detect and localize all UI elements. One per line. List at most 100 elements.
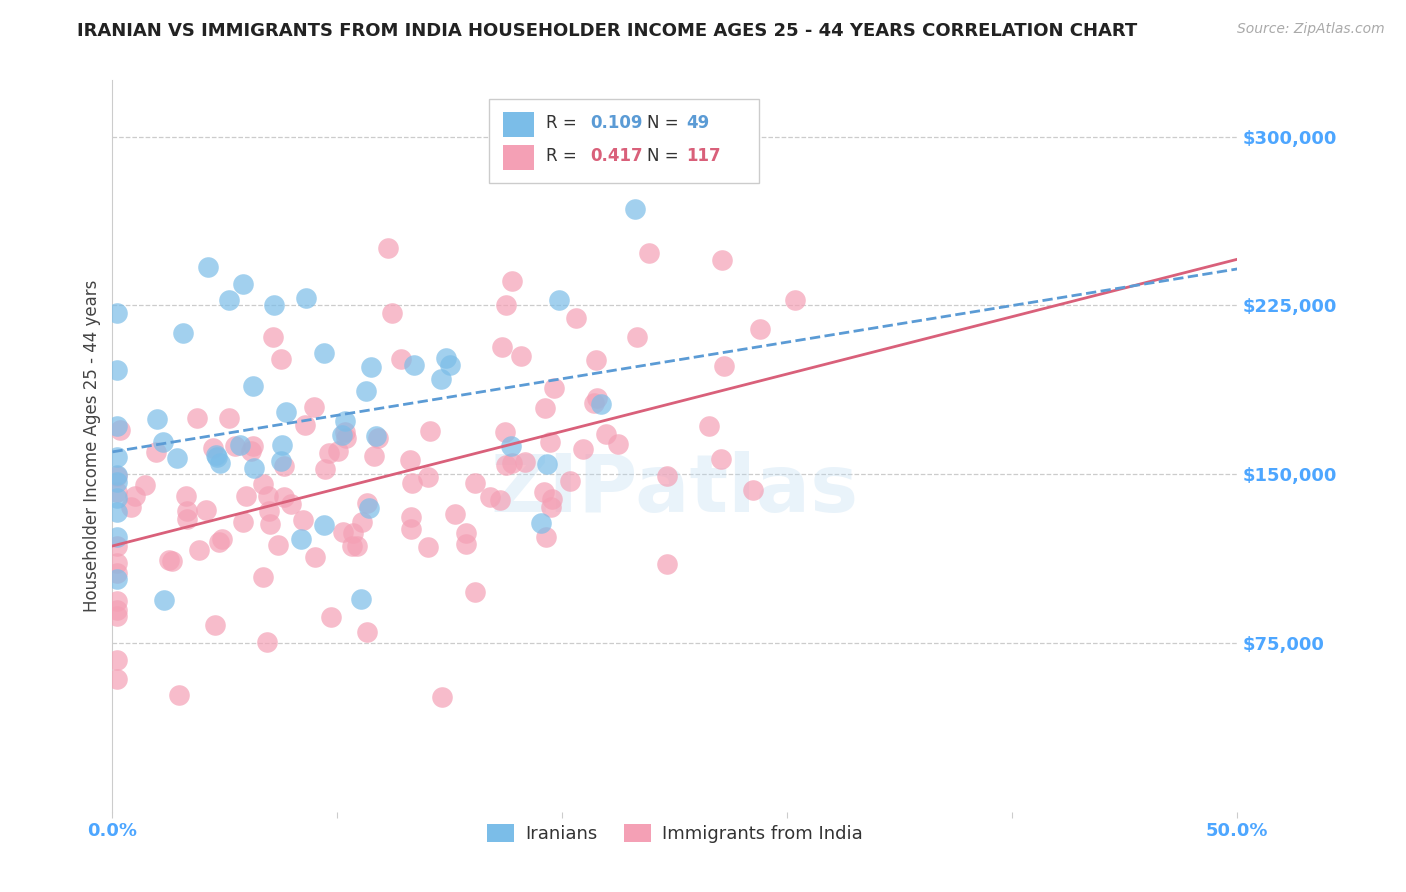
Point xyxy=(548,293,571,308)
Point xyxy=(105,505,128,519)
Text: Source: ZipAtlas.com: Source: ZipAtlas.com xyxy=(1237,22,1385,37)
Point xyxy=(204,448,226,462)
Point xyxy=(785,293,807,307)
Point xyxy=(381,305,404,319)
Point xyxy=(439,358,461,372)
Point xyxy=(153,593,176,607)
Point xyxy=(105,603,128,617)
Point xyxy=(186,411,208,425)
Point xyxy=(710,452,733,467)
Point xyxy=(443,507,465,521)
Point xyxy=(534,530,557,544)
Point xyxy=(270,352,292,367)
Point xyxy=(377,241,399,255)
Point xyxy=(105,450,128,465)
Y-axis label: Householder Income Ages 25 - 44 years: Householder Income Ages 25 - 44 years xyxy=(83,280,101,612)
Point xyxy=(105,491,128,506)
Point xyxy=(357,500,380,515)
Point xyxy=(464,476,486,491)
Point xyxy=(224,439,246,453)
Point xyxy=(585,353,607,368)
Point xyxy=(134,478,156,492)
Bar xyxy=(503,145,534,170)
Point xyxy=(105,363,128,377)
Point xyxy=(304,400,326,414)
Point xyxy=(208,535,231,549)
Point xyxy=(335,413,357,427)
Text: 0.417: 0.417 xyxy=(591,147,643,165)
Point xyxy=(495,298,517,312)
Point xyxy=(399,522,422,536)
Point xyxy=(290,533,312,547)
Point xyxy=(259,517,281,532)
Point xyxy=(318,446,340,460)
Point xyxy=(332,524,354,539)
Text: R =: R = xyxy=(546,147,582,165)
Point xyxy=(273,491,295,505)
Point xyxy=(105,484,128,499)
Point xyxy=(270,438,292,452)
Point xyxy=(314,461,336,475)
Point xyxy=(312,346,335,360)
Point xyxy=(273,458,295,473)
Point xyxy=(534,401,557,415)
Point xyxy=(540,500,562,515)
Point xyxy=(105,306,128,320)
Point xyxy=(294,417,316,432)
Point xyxy=(105,566,128,581)
Point xyxy=(239,443,262,458)
Point xyxy=(342,525,364,540)
Point xyxy=(655,557,678,571)
Point xyxy=(146,411,169,425)
Point xyxy=(399,509,422,524)
Point xyxy=(402,359,425,373)
Point xyxy=(105,653,128,667)
Point xyxy=(699,418,721,433)
Point xyxy=(242,379,264,393)
Text: 0.109: 0.109 xyxy=(591,113,643,132)
Point xyxy=(105,672,128,686)
Point xyxy=(291,513,314,527)
Point xyxy=(456,537,478,551)
Point xyxy=(160,554,183,568)
Point xyxy=(204,617,226,632)
Point xyxy=(333,425,356,439)
Point xyxy=(389,352,412,367)
Point xyxy=(401,476,423,491)
Point xyxy=(501,439,523,453)
Point xyxy=(166,450,188,465)
Point xyxy=(105,468,128,483)
Point xyxy=(533,484,555,499)
Point xyxy=(583,396,606,410)
Point xyxy=(454,526,477,541)
Point xyxy=(105,529,128,543)
Point xyxy=(340,540,363,554)
Point xyxy=(749,322,772,336)
Point xyxy=(105,572,128,586)
Bar xyxy=(503,112,534,136)
Point xyxy=(479,490,502,504)
Point xyxy=(256,634,278,648)
Point xyxy=(530,516,553,530)
Point xyxy=(263,298,285,312)
Point xyxy=(491,340,513,354)
Legend: Iranians, Immigrants from India: Iranians, Immigrants from India xyxy=(479,816,870,850)
Point xyxy=(172,326,194,340)
Point xyxy=(565,310,588,325)
Point xyxy=(538,435,561,450)
Point xyxy=(501,274,523,288)
Point xyxy=(335,431,357,445)
Point xyxy=(276,405,298,419)
Point xyxy=(294,291,316,305)
Text: N =: N = xyxy=(647,147,683,165)
Point xyxy=(364,429,387,443)
Point xyxy=(194,503,217,517)
Point xyxy=(637,246,659,260)
Point xyxy=(536,457,558,471)
Point xyxy=(624,202,647,217)
Point xyxy=(586,391,609,405)
Point xyxy=(510,349,533,363)
Point xyxy=(742,483,765,497)
Point xyxy=(252,477,274,491)
Point xyxy=(464,585,486,599)
